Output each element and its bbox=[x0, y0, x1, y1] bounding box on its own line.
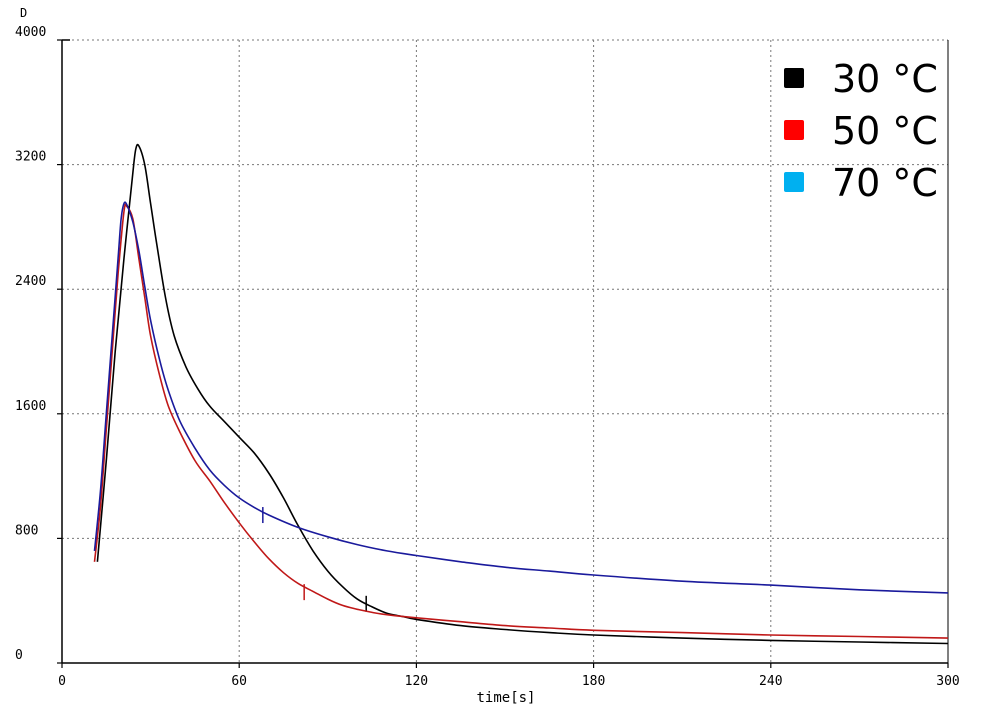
axes bbox=[61, 39, 949, 664]
legend-label: 30 °C bbox=[832, 57, 938, 101]
y-tick-label: 1600 bbox=[15, 399, 46, 414]
y-tick-label: 3200 bbox=[15, 150, 46, 165]
y-tick-label: 800 bbox=[15, 523, 38, 538]
series-line-50c bbox=[93, 203, 949, 639]
x-tick-label: 60 bbox=[231, 674, 247, 689]
y-axis-label: D bbox=[20, 6, 27, 20]
legend-label: 50 °C bbox=[832, 109, 938, 153]
legend-swatch bbox=[784, 120, 804, 140]
x-axis-label: time[s] bbox=[476, 690, 535, 706]
series-line-30c bbox=[96, 143, 949, 645]
x-tick-label: 0 bbox=[58, 674, 66, 689]
tick-labels: 0 60 120 180 240 300 0 800 1600 2400 3200 4000 bbox=[15, 25, 960, 689]
x-tick-label: 240 bbox=[759, 674, 782, 689]
x-tick-label: 120 bbox=[405, 674, 428, 689]
y-tick-label: 4000 bbox=[15, 25, 46, 40]
legend-label: 70 °C bbox=[832, 161, 938, 205]
legend: 30 °C 50 °C 70 °C bbox=[784, 57, 938, 205]
x-tick-label: 180 bbox=[582, 674, 605, 689]
series-lines bbox=[93, 143, 949, 645]
legend-swatch bbox=[784, 68, 804, 88]
y-tick-label: 0 bbox=[15, 648, 23, 663]
grid bbox=[62, 39, 948, 663]
legend-swatch bbox=[784, 172, 804, 192]
x-tick-label: 300 bbox=[936, 674, 959, 689]
series-line-70c bbox=[93, 201, 949, 594]
y-tick-label: 2400 bbox=[15, 274, 46, 289]
